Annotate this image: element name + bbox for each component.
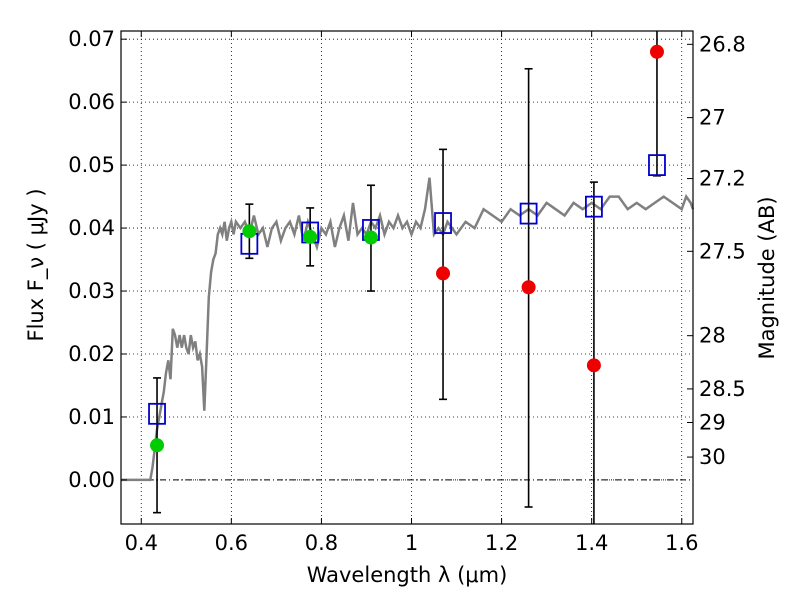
mag-tick-label: 28.5 [699,377,746,401]
plot-background [121,31,693,524]
circle-marker [521,280,536,295]
mag-tick-label: 29 [699,411,726,435]
data-markers [148,31,666,524]
square-marker [648,154,666,177]
x-tick-label: 1 [405,531,418,555]
grid [121,31,693,524]
y-tick-label: 0.03 [68,279,115,303]
circle-marker [363,230,378,245]
square-marker [434,212,452,234]
y-tick-label: 0.00 [68,468,115,492]
y-tick-label: 0.01 [68,405,115,429]
y2-axis-title: Magnitude (AB) [755,196,779,359]
circle-marker [649,44,664,59]
circle-marker [242,224,257,239]
x-tick-label: 1.2 [485,531,518,555]
y-axis-title: Flux F_ν ( μJy ) [24,188,49,341]
circle-marker [436,266,451,281]
circle-marker [586,358,601,373]
mag-tick-label: 26.8 [699,32,746,56]
square-marker [519,202,538,225]
x-tick-label: 0.4 [125,531,158,555]
mag-tick-label: 27.5 [699,239,746,263]
x-tick-label: 1.6 [665,531,698,555]
x-tick-label: 1.4 [575,531,608,555]
model-spectrum-line [121,177,695,482]
mag-tick-label: 28 [699,324,726,348]
circle-marker [150,438,165,453]
axis-ticks: 0.4 0.6 0.8 1 1.2 1.4 1.6 0.00 0.01 0.02 0.03 0.04 0… [68,27,746,555]
y-tick-label: 0.04 [68,216,115,240]
y-tick-label: 0.05 [68,153,115,177]
plot-frame [120,30,694,525]
mag-tick-label: 30 [699,445,726,469]
square-marker [585,195,603,218]
y-tick-label: 0.07 [68,27,115,51]
y-tick-label: 0.02 [68,342,115,366]
mag-tick-label: 27 [699,106,726,130]
mag-tick-label: 27.2 [699,167,746,191]
x-tick-label: 0.8 [305,531,338,555]
square-marker [148,402,166,425]
x-axis-title: Wavelength λ (μm) [307,563,508,587]
circle-marker [303,229,318,244]
y-tick-label: 0.06 [68,90,115,114]
x-tick-label: 0.6 [215,531,248,555]
